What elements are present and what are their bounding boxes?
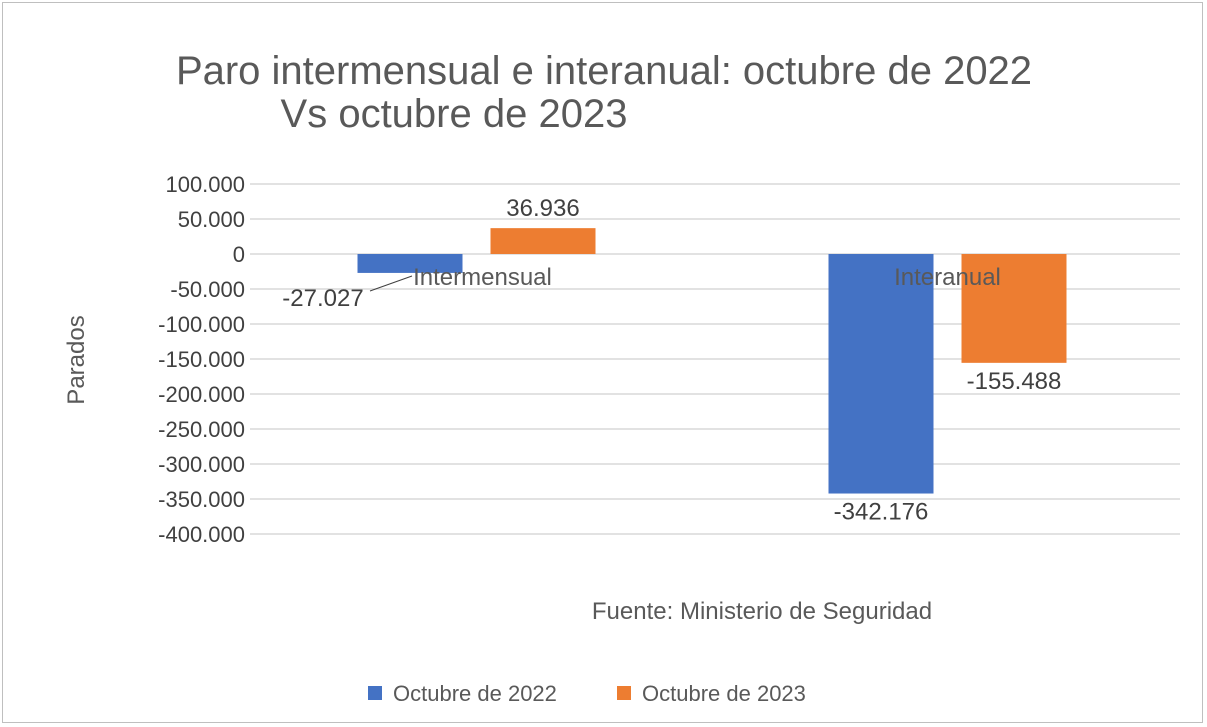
leader-line — [369, 275, 413, 292]
y-tick-label: 0 — [233, 242, 245, 267]
source-annotation: Fuente: Ministerio de Seguridad — [592, 598, 932, 625]
y-tick-label: -350.000 — [158, 487, 245, 512]
bar-octubre-de-2023 — [490, 228, 596, 254]
y-tick-label: -250.000 — [158, 417, 245, 442]
chart-title-line-2: Vs octubre de 2023 — [281, 92, 628, 136]
data-label: -155.488 — [967, 368, 1062, 395]
y-tick-label: -300.000 — [158, 452, 245, 477]
y-tick-label: 50.000 — [178, 207, 245, 232]
y-axis-label: Parados — [63, 315, 90, 404]
y-tick-label: -50.000 — [170, 277, 245, 302]
bar-octubre-de-2023 — [961, 254, 1067, 363]
chart-title-line-1: Paro intermensual e interanual: octubre … — [176, 49, 1032, 93]
bar-octubre-de-2022 — [828, 254, 934, 494]
y-tick-label: -400.000 — [158, 522, 245, 547]
category-label: Interanual — [894, 264, 1001, 291]
y-tick-label: -150.000 — [158, 347, 245, 372]
legend-label: Octubre de 2023 — [642, 681, 806, 706]
y-tick-label: -200.000 — [158, 382, 245, 407]
legend-swatch — [368, 686, 382, 700]
y-tick-label: -100.000 — [158, 312, 245, 337]
data-label: 36.936 — [506, 195, 579, 222]
data-label: -342.176 — [834, 499, 929, 526]
y-tick-label: 100.000 — [165, 172, 245, 197]
legend-swatch — [617, 686, 631, 700]
legend-label: Octubre de 2022 — [393, 681, 557, 706]
category-label: Intermensual — [413, 264, 552, 291]
legend: Octubre de 2022 Octubre de 2023 — [368, 681, 806, 706]
data-label: -27.027 — [282, 285, 363, 312]
bar-octubre-de-2022 — [357, 254, 463, 273]
